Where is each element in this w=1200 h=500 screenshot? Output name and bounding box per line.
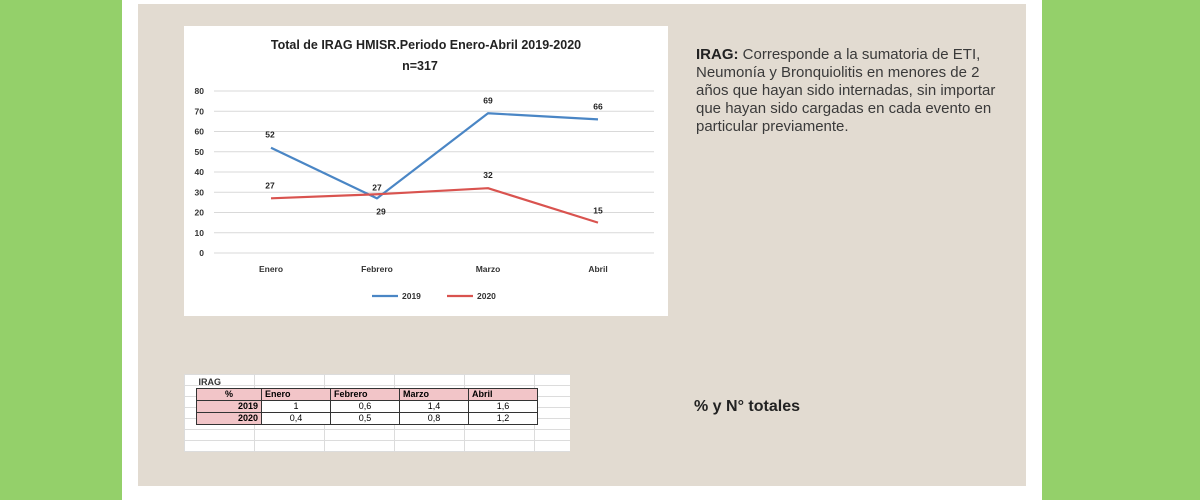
table-cell: 1 — [261, 400, 331, 413]
y-tick-label: 30 — [195, 187, 205, 197]
y-tick-label: 50 — [195, 147, 205, 157]
data-label: 32 — [483, 170, 493, 180]
table-header-cell: Enero — [261, 388, 331, 401]
data-label: 29 — [376, 206, 386, 216]
y-tick-label: 20 — [195, 208, 205, 218]
table-cell: 1,4 — [399, 400, 469, 413]
line-chart: Total de IRAG HMISR.Periodo Enero-Abril … — [195, 38, 654, 301]
table-caption: IRAG — [198, 377, 222, 387]
table-cell: 0,6 — [330, 400, 400, 413]
table-row: 2020 0,4 0,5 0,8 1,2 — [196, 412, 538, 425]
x-tick-label: Enero — [259, 264, 283, 274]
y-tick-label: 60 — [195, 127, 205, 137]
data-label: 66 — [593, 101, 603, 111]
y-tick-label: 10 — [195, 228, 205, 238]
legend-label: 2020 — [477, 291, 496, 301]
y-tick-label: 40 — [195, 167, 205, 177]
table-cell: 0,5 — [330, 412, 400, 425]
table-header-cell: Febrero — [330, 388, 400, 401]
x-tick-label: Febrero — [361, 264, 393, 274]
irag-description: IRAG: Corresponde a la sumatoria de ETI,… — [696, 46, 996, 136]
data-label: 15 — [593, 206, 603, 216]
legend-label: 2019 — [402, 291, 421, 301]
table-cell: 0,8 — [399, 412, 469, 425]
irag-definition: Corresponde a la sumatoria de ETI, Neumo… — [696, 46, 996, 135]
table-cell: 1,2 — [468, 412, 538, 425]
y-tick-label: 70 — [195, 106, 205, 116]
table-header-cell: % — [196, 388, 262, 401]
y-tick-label: 0 — [199, 248, 204, 258]
data-label: 69 — [483, 95, 493, 105]
data-label: 27 — [265, 180, 275, 190]
irag-percent-table: IRAG % Enero Febrero Marzo Abril 2019 1 … — [196, 377, 538, 425]
table-row: 2019 1 0,6 1,4 1,6 — [196, 400, 538, 413]
table-header-cell: Marzo — [399, 388, 469, 401]
table-header-cell: Abril — [468, 388, 538, 401]
chart-subtitle: n=317 — [402, 59, 438, 73]
irag-term: IRAG: — [696, 46, 739, 63]
chart-title: Total de IRAG HMISR.Periodo Enero-Abril … — [271, 38, 581, 52]
table-header-row: % Enero Febrero Marzo Abril — [196, 388, 538, 401]
x-tick-label: Abril — [588, 264, 607, 274]
table-cell: 0,4 — [261, 412, 331, 425]
totals-label: % y N° totales — [694, 398, 800, 415]
y-tick-label: 80 — [195, 86, 205, 96]
line-chart-card: Total de IRAG HMISR.Periodo Enero-Abril … — [184, 26, 668, 316]
table-row-year: 2020 — [196, 412, 262, 425]
series-line-2019 — [270, 112, 599, 200]
data-label: 27 — [372, 182, 382, 192]
series-line-2020 — [270, 187, 599, 224]
table-row-year: 2019 — [196, 400, 262, 413]
table-cell: 1,6 — [468, 400, 538, 413]
x-tick-label: Marzo — [476, 264, 501, 274]
data-label: 52 — [265, 130, 275, 140]
